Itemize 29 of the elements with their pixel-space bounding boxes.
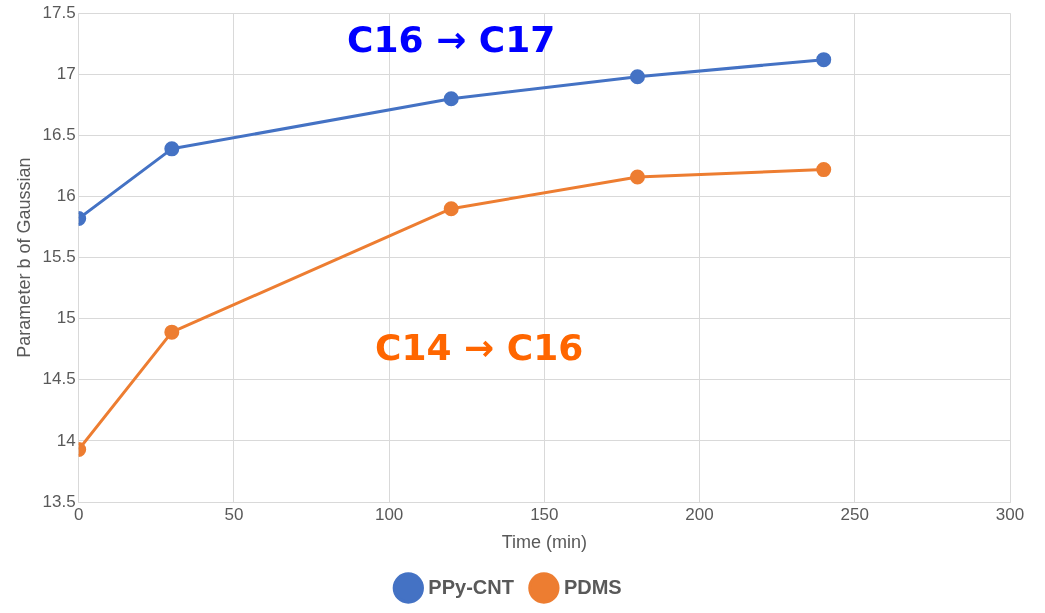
x-axis-title: Time (min)	[501, 532, 588, 553]
point	[443, 201, 459, 217]
annotation: C16 → C17	[347, 18, 556, 60]
point	[164, 324, 180, 340]
point	[629, 69, 645, 85]
x-tick-label: 150	[530, 504, 559, 524]
point	[816, 162, 832, 178]
y-tick-label: 17	[56, 63, 76, 83]
legend-label: PPy-CNT	[428, 575, 514, 598]
point	[629, 169, 645, 185]
point	[816, 52, 832, 68]
x-tick-label: 300	[995, 504, 1025, 524]
x-tick-label: 250	[840, 504, 869, 524]
y-tick-label: 14.5	[42, 369, 76, 389]
point	[164, 141, 180, 157]
x-tick-label: 50	[224, 504, 244, 524]
point	[443, 91, 459, 107]
y-tick-label: 17.5	[42, 2, 76, 22]
legend-label: PDMS	[563, 575, 622, 598]
y-tick-label: 14	[56, 430, 76, 450]
y-tick-label: 15	[56, 308, 76, 328]
y-tick-label: 15.5	[42, 247, 76, 267]
y-axis-title: Parameter b of Gaussian	[13, 157, 34, 358]
x-tick-label: 100	[374, 504, 404, 524]
x-tick-label: 200	[685, 504, 714, 524]
y-tick-label: 13.5	[42, 491, 76, 511]
y-tick-label: 16	[56, 186, 76, 206]
annotation: C14 → C16	[375, 326, 584, 368]
y-tick-label: 16.5	[42, 125, 76, 145]
